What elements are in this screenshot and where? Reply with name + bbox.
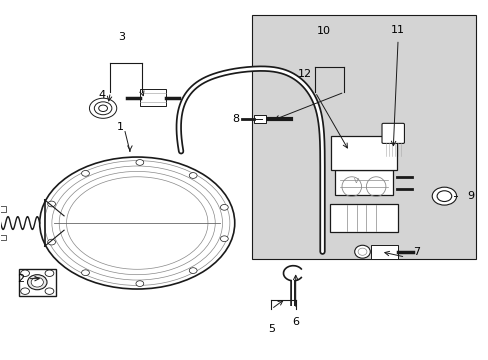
Circle shape (48, 201, 55, 207)
Text: 12: 12 (297, 69, 311, 79)
FancyBboxPatch shape (0, 234, 5, 240)
Text: 8: 8 (232, 114, 239, 124)
Circle shape (136, 281, 143, 287)
Ellipse shape (354, 245, 369, 258)
Circle shape (220, 236, 228, 242)
Circle shape (94, 102, 112, 115)
Text: 11: 11 (390, 26, 404, 35)
Text: 9: 9 (467, 191, 473, 201)
Circle shape (189, 268, 197, 274)
Ellipse shape (27, 275, 47, 290)
Circle shape (89, 98, 117, 118)
Circle shape (20, 270, 29, 276)
Circle shape (136, 159, 143, 165)
FancyBboxPatch shape (19, 269, 56, 296)
Circle shape (20, 288, 29, 294)
FancyBboxPatch shape (330, 135, 396, 170)
FancyBboxPatch shape (381, 123, 404, 143)
Circle shape (189, 173, 197, 178)
FancyBboxPatch shape (251, 15, 475, 259)
FancyBboxPatch shape (329, 204, 397, 232)
Ellipse shape (40, 157, 234, 289)
Circle shape (431, 187, 456, 205)
Text: 2: 2 (18, 274, 25, 284)
Circle shape (220, 204, 228, 210)
Text: 7: 7 (412, 247, 419, 257)
FancyBboxPatch shape (0, 206, 5, 212)
Circle shape (81, 270, 89, 275)
Text: V: V (353, 179, 358, 184)
FancyBboxPatch shape (370, 244, 397, 259)
FancyBboxPatch shape (334, 170, 392, 195)
Ellipse shape (31, 277, 43, 287)
Text: 6: 6 (292, 317, 299, 327)
Text: 4: 4 (99, 90, 105, 100)
FancyBboxPatch shape (254, 115, 266, 123)
Text: 10: 10 (316, 26, 330, 36)
Circle shape (436, 191, 451, 202)
Circle shape (45, 288, 54, 294)
Circle shape (99, 105, 107, 112)
Text: 1: 1 (117, 122, 123, 132)
Text: 3: 3 (118, 32, 125, 41)
Circle shape (81, 171, 89, 176)
FancyBboxPatch shape (140, 89, 166, 107)
Circle shape (45, 270, 54, 276)
Text: 5: 5 (267, 324, 274, 334)
Circle shape (48, 239, 55, 245)
